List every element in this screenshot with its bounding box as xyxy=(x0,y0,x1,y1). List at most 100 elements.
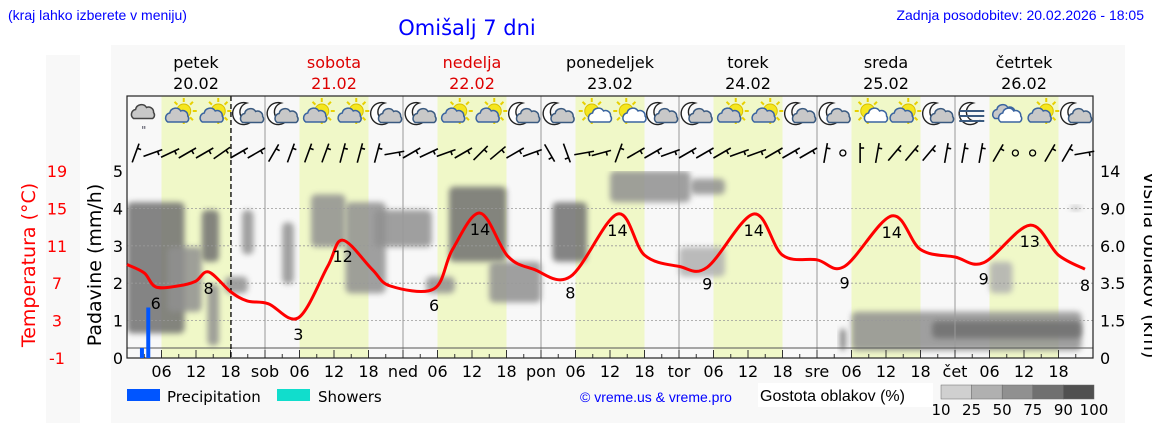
temperature-extreme-label: 9 xyxy=(840,273,850,292)
precip-tick-label: 2 xyxy=(113,274,123,293)
temp-axis-title: Temperatura (°C) xyxy=(18,183,40,348)
wind-shaft xyxy=(626,147,645,159)
wind-barb-icon xyxy=(543,143,556,163)
wind-shaft xyxy=(782,147,801,159)
temp-tick-label: 11 xyxy=(47,237,67,256)
wind-barb-icon xyxy=(506,147,525,159)
day-name: petek xyxy=(173,53,219,72)
partly-sunny-icon xyxy=(199,98,232,124)
wind-feather xyxy=(878,147,883,150)
wind-shaft xyxy=(799,147,818,159)
wind-shaft xyxy=(614,143,623,163)
hour-label: 18 xyxy=(772,362,792,381)
precip-tick-label: 4 xyxy=(113,199,123,218)
sun-ray xyxy=(775,101,781,106)
cloud-height-tick-label: 0 xyxy=(1100,349,1110,368)
wind-feather xyxy=(931,148,936,153)
day-abbr-label: tor xyxy=(668,362,691,381)
wind-barb-icon xyxy=(922,144,937,162)
wind-barb-icon xyxy=(713,147,732,159)
wind-shaft xyxy=(644,147,663,159)
wind-shaft xyxy=(992,143,1004,163)
cloud-cell xyxy=(932,321,1082,339)
wind-shaft xyxy=(713,147,732,159)
wind-barb-icon xyxy=(356,143,366,163)
temp-tick-label: 7 xyxy=(52,274,62,293)
moon-cloud-icon xyxy=(646,101,679,126)
moon-shape xyxy=(508,101,530,126)
sun-ray xyxy=(873,101,878,106)
cloud-cell xyxy=(242,210,254,255)
wind-barbs xyxy=(131,143,1095,163)
temperature-extreme-label: 14 xyxy=(744,221,764,240)
wind-shaft xyxy=(729,148,750,158)
wind-barb-icon xyxy=(782,147,801,159)
wind-barb-icon xyxy=(644,147,663,159)
day-date: 23.02 xyxy=(587,74,633,93)
cloud-density xyxy=(127,171,1082,351)
sun-ray xyxy=(361,101,367,106)
cloud-shape xyxy=(550,107,575,124)
wind-feather xyxy=(674,151,678,156)
page-title: Omišalj 7 dni xyxy=(398,16,536,40)
cloud-cell xyxy=(690,178,725,195)
wind-shaft xyxy=(402,147,421,159)
day-date: 20.02 xyxy=(173,74,219,93)
hour-label: 06 xyxy=(289,362,309,381)
wind-barb-icon xyxy=(695,147,714,159)
temperature-extreme-label: 13 xyxy=(1020,232,1040,251)
wind-barb-icon xyxy=(339,143,348,163)
moon-cloud-icon xyxy=(266,101,299,126)
hour-label: 12 xyxy=(1014,362,1034,381)
sun-ray xyxy=(581,116,587,121)
cloud-height-axis-title: Višina oblakov (km) xyxy=(1139,172,1152,359)
day-abbr-label: sre xyxy=(805,362,829,381)
credit-link[interactable]: © vreme.us & vreme.pro xyxy=(580,389,732,405)
wind-calm-icon xyxy=(839,149,847,157)
wind-barb-icon xyxy=(961,143,969,163)
wind-shaft xyxy=(489,145,507,161)
day-name: četrtek xyxy=(996,53,1054,72)
wind-barb-icon xyxy=(522,148,543,158)
hour-label: 18 xyxy=(220,362,240,381)
hour-label: 18 xyxy=(496,362,516,381)
sun-ray xyxy=(327,116,332,121)
grid xyxy=(126,95,1094,359)
wind-barb-icon xyxy=(143,148,163,158)
wind-shaft xyxy=(160,148,180,158)
wind-feather xyxy=(173,150,178,155)
cloud-shape xyxy=(688,107,713,124)
cloud-shape xyxy=(475,107,500,123)
wind-barb-icon xyxy=(1074,150,1095,157)
temp-tick-label: 15 xyxy=(47,199,67,218)
day-name: nedelja xyxy=(443,53,502,72)
sun-ray xyxy=(361,116,367,121)
moon-cloud-icon xyxy=(508,101,541,126)
wind-shaft xyxy=(454,147,473,159)
wind-barb-icon xyxy=(904,144,919,162)
wind-shaft xyxy=(436,148,456,158)
cloud-shape xyxy=(337,107,362,123)
temperature-extreme-label: 8 xyxy=(1080,276,1090,295)
partly-sunny-icon xyxy=(440,98,473,124)
wind-shaft xyxy=(823,143,829,163)
moon-cloud-icon xyxy=(818,101,851,126)
moon-shape xyxy=(542,101,565,126)
sun-ray xyxy=(499,101,505,106)
sun-ray xyxy=(1051,116,1057,121)
cloud-height-tick-label: 6.0 xyxy=(1100,237,1125,256)
wind-shaft xyxy=(373,143,381,163)
wind-feather xyxy=(1088,151,1091,157)
cloud-shape xyxy=(130,103,156,120)
wind-barb-icon xyxy=(978,143,986,163)
wind-feather xyxy=(708,150,712,155)
sun-ray xyxy=(484,101,489,106)
wind-barb-icon xyxy=(887,144,902,162)
location-hint: (kraj lahko izberete v meniju) xyxy=(8,7,187,23)
wind-feather xyxy=(191,150,195,155)
legend-precipitation-swatch xyxy=(127,389,160,401)
density-tick-label: 25 xyxy=(962,401,981,419)
wind-shaft xyxy=(321,143,330,163)
wind-barb-icon xyxy=(859,143,865,163)
